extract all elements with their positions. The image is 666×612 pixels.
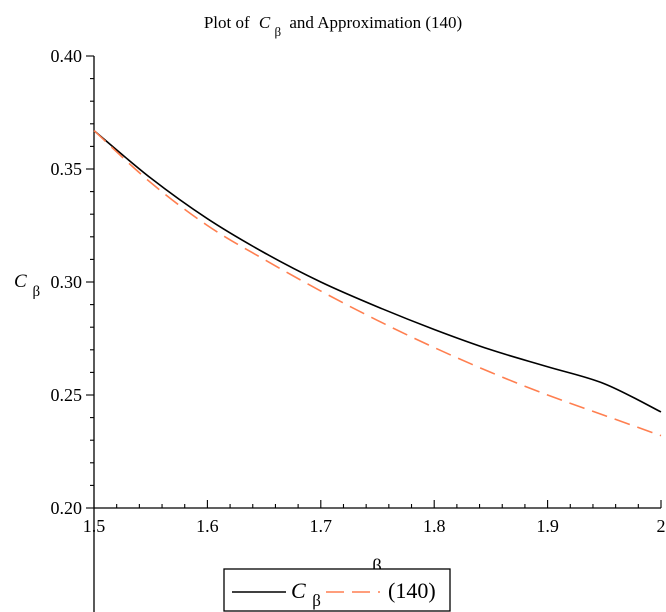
series-lines xyxy=(93,129,662,437)
legend-label-c-beta: C β xyxy=(291,578,321,610)
chart-title-subscript: β xyxy=(274,24,281,39)
legend-label-140: (140) xyxy=(388,578,436,603)
chart-title-symbol: C xyxy=(259,13,271,32)
legend-label-c-beta-subscript: β xyxy=(312,591,321,610)
legend-label-c-beta-symbol: C xyxy=(291,578,306,603)
chart-title-prefix: Plot of xyxy=(204,13,250,32)
x-tick-label: 2 xyxy=(657,516,666,536)
legend-box xyxy=(223,568,451,612)
y-tick-label: 0.40 xyxy=(51,46,83,66)
y-tick-label: 0.35 xyxy=(51,159,83,179)
legend: C β (140) xyxy=(223,568,451,612)
series-line-c-beta xyxy=(93,129,662,413)
x-tick-label: 1.5 xyxy=(83,516,106,536)
x-tick-label: 1.6 xyxy=(196,516,219,536)
y-axis-label: C β xyxy=(14,271,40,300)
ticks xyxy=(86,55,662,509)
chart-title-suffix: and Approximation (140) xyxy=(289,13,462,32)
x-axis-label: β xyxy=(372,556,382,577)
x-tick-label: 1.9 xyxy=(536,516,559,536)
y-tick-label: 0.30 xyxy=(51,272,83,292)
y-axis-label-subscript: β xyxy=(32,284,40,300)
x-tick-label: 1.7 xyxy=(310,516,333,536)
axes xyxy=(93,56,661,612)
x-tick-label: 1.8 xyxy=(423,516,446,536)
tick-labels: 0.20 0.25 0.30 0.35 0.40 1.5 1.6 1.7 1.8 1.9 2 xyxy=(51,46,666,536)
y-tick-label: 0.20 xyxy=(51,498,83,518)
y-axis-label-symbol: C xyxy=(14,271,27,292)
chart-title: Plot of C β and Approximation (140) xyxy=(204,13,462,40)
series-line-140 xyxy=(93,129,662,437)
y-tick-label: 0.25 xyxy=(51,385,83,405)
